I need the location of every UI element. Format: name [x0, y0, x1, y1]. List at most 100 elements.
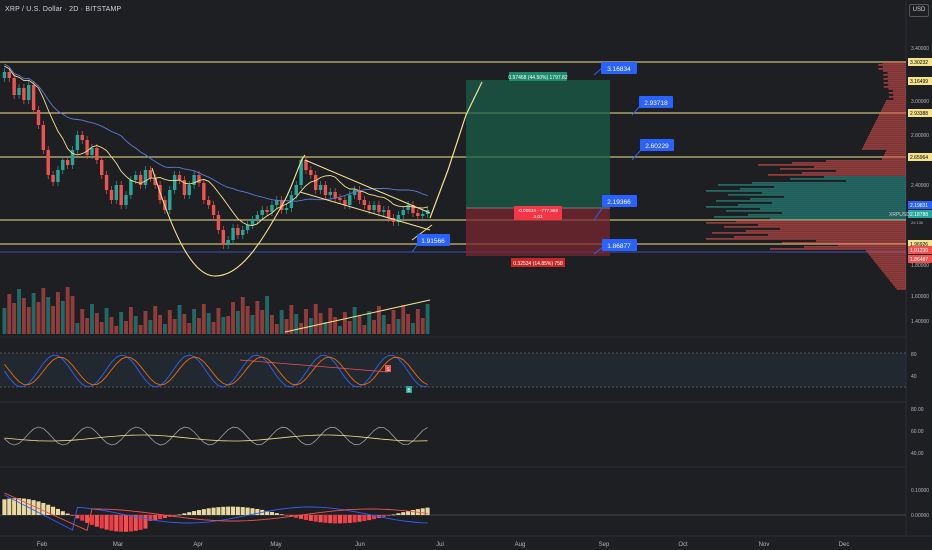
projection-path[interactable]	[429, 81, 483, 219]
candle-body	[348, 195, 352, 205]
volume-bar	[211, 322, 216, 334]
profile-row	[774, 186, 906, 188]
volume-bar	[187, 323, 192, 334]
profile-row	[888, 92, 906, 94]
candle-body	[177, 175, 182, 180]
moving-average-fast	[4, 65, 428, 227]
position-labels[interactable]: 0.97468 (44.50%) 1797.82 -0.00534 · -777…	[508, 72, 568, 267]
volume-bar	[138, 325, 143, 334]
take-profit-zone[interactable]	[466, 80, 610, 208]
candle-body	[216, 215, 221, 230]
rounding-bottom-curve[interactable]	[151, 154, 306, 277]
profile-row	[871, 130, 906, 132]
profile-row	[780, 228, 906, 230]
candle-body	[46, 150, 50, 175]
svg-text:0.00000: 0.00000	[911, 513, 929, 519]
macd-histogram-bar	[119, 515, 124, 532]
candle-body	[31, 85, 36, 110]
profile-row	[888, 84, 906, 86]
profile-row	[758, 224, 906, 226]
candle-body	[41, 125, 46, 150]
price-tag	[908, 153, 932, 161]
profile-row	[885, 152, 906, 154]
price-tag	[908, 58, 932, 66]
macd-histogram-bar	[158, 515, 163, 520]
price-tick: 3.40000	[911, 46, 929, 52]
macd-histogram-bar	[21, 498, 26, 515]
macd-histogram-bar	[7, 498, 12, 515]
macd-histogram-bar	[192, 511, 197, 515]
profile-row	[893, 94, 906, 96]
stoch-sell-marker	[385, 365, 391, 372]
profile-row	[838, 244, 906, 246]
profile-row	[893, 98, 906, 100]
candle-body	[270, 205, 274, 212]
volume-bar	[425, 304, 430, 334]
wedge-apex-line[interactable]	[411, 224, 433, 241]
candle-body	[260, 210, 264, 215]
candle-body	[328, 192, 332, 195]
time-axis[interactable]: Feb Mar Apr May Jun Jul Aug Sep Oct Nov Dec	[37, 542, 850, 548]
volume-bar	[153, 306, 158, 334]
profile-row	[772, 202, 906, 204]
profile-row	[880, 112, 906, 114]
candle-body	[90, 148, 94, 155]
volume-bar	[128, 307, 133, 334]
candle-body	[367, 205, 371, 210]
candle-body	[333, 192, 337, 198]
macd-histogram-bar	[337, 515, 343, 524]
macd-histogram-bar	[274, 513, 279, 515]
wedge-upper-line[interactable]	[304, 159, 431, 214]
profile-row	[869, 254, 906, 256]
candle-body	[411, 205, 415, 213]
price-tag	[908, 246, 932, 254]
macd-histogram-bar	[31, 500, 36, 515]
profile-row	[888, 96, 906, 98]
profile-row	[864, 144, 906, 146]
macd-histogram-bar	[367, 515, 372, 521]
profile-row	[724, 226, 906, 228]
macd-histogram-bar	[401, 512, 406, 515]
volume-bar	[162, 324, 167, 334]
macd-histogram-bar	[182, 513, 187, 515]
stochastic-pane[interactable]: S B 80 40	[0, 352, 917, 394]
macd-histogram-bar	[94, 515, 99, 527]
volume-trend-line[interactable]	[284, 299, 431, 333]
profile-row	[706, 190, 906, 192]
volume-bar	[70, 296, 75, 334]
macd-histogram-bar	[357, 515, 362, 522]
price-callouts[interactable]: 3.16834 2.93718 2.60229 2.19366 1.86877 …	[411, 62, 674, 255]
rsi-pane[interactable]: 80.00 60.00 40.00	[4, 407, 924, 457]
svg-text:40: 40	[911, 374, 917, 380]
svg-text:3.16834: 3.16834	[607, 66, 631, 73]
callout-2-93718	[639, 96, 673, 108]
macd-histogram-bar	[162, 515, 167, 519]
volume-bar	[381, 315, 386, 334]
currency-button[interactable]: USD	[909, 4, 929, 17]
candle-body	[323, 185, 328, 195]
macd-histogram-bar	[410, 510, 416, 515]
profile-row	[882, 66, 906, 68]
wedge-lower-line[interactable]	[299, 191, 431, 231]
stoch-k-line	[4, 354, 428, 388]
macd-histogram-bar	[240, 507, 245, 515]
macd-histogram-bar	[99, 515, 104, 529]
macd-histogram-bar	[221, 506, 226, 515]
profile-row	[885, 274, 906, 276]
candle-body	[236, 228, 240, 235]
profile-row	[884, 104, 906, 106]
price-tick: 1.86487	[910, 257, 928, 263]
macd-histogram-bar	[16, 498, 22, 515]
price-axis[interactable]: 3.40000 3.30232 3.16499 3.00000 2.93388 2.800…	[889, 46, 932, 325]
macd-histogram-bar	[51, 506, 56, 515]
profile-row	[874, 124, 906, 126]
volume-bar	[328, 308, 333, 334]
candle-body	[416, 213, 420, 216]
profile-row	[862, 148, 906, 150]
moving-average-slow	[4, 63, 428, 202]
macd-histogram-bar	[104, 515, 109, 530]
volume-bar	[342, 312, 347, 334]
macd-pane[interactable]: 0.10000 0.00000	[0, 488, 929, 532]
volume-bar	[182, 314, 187, 334]
